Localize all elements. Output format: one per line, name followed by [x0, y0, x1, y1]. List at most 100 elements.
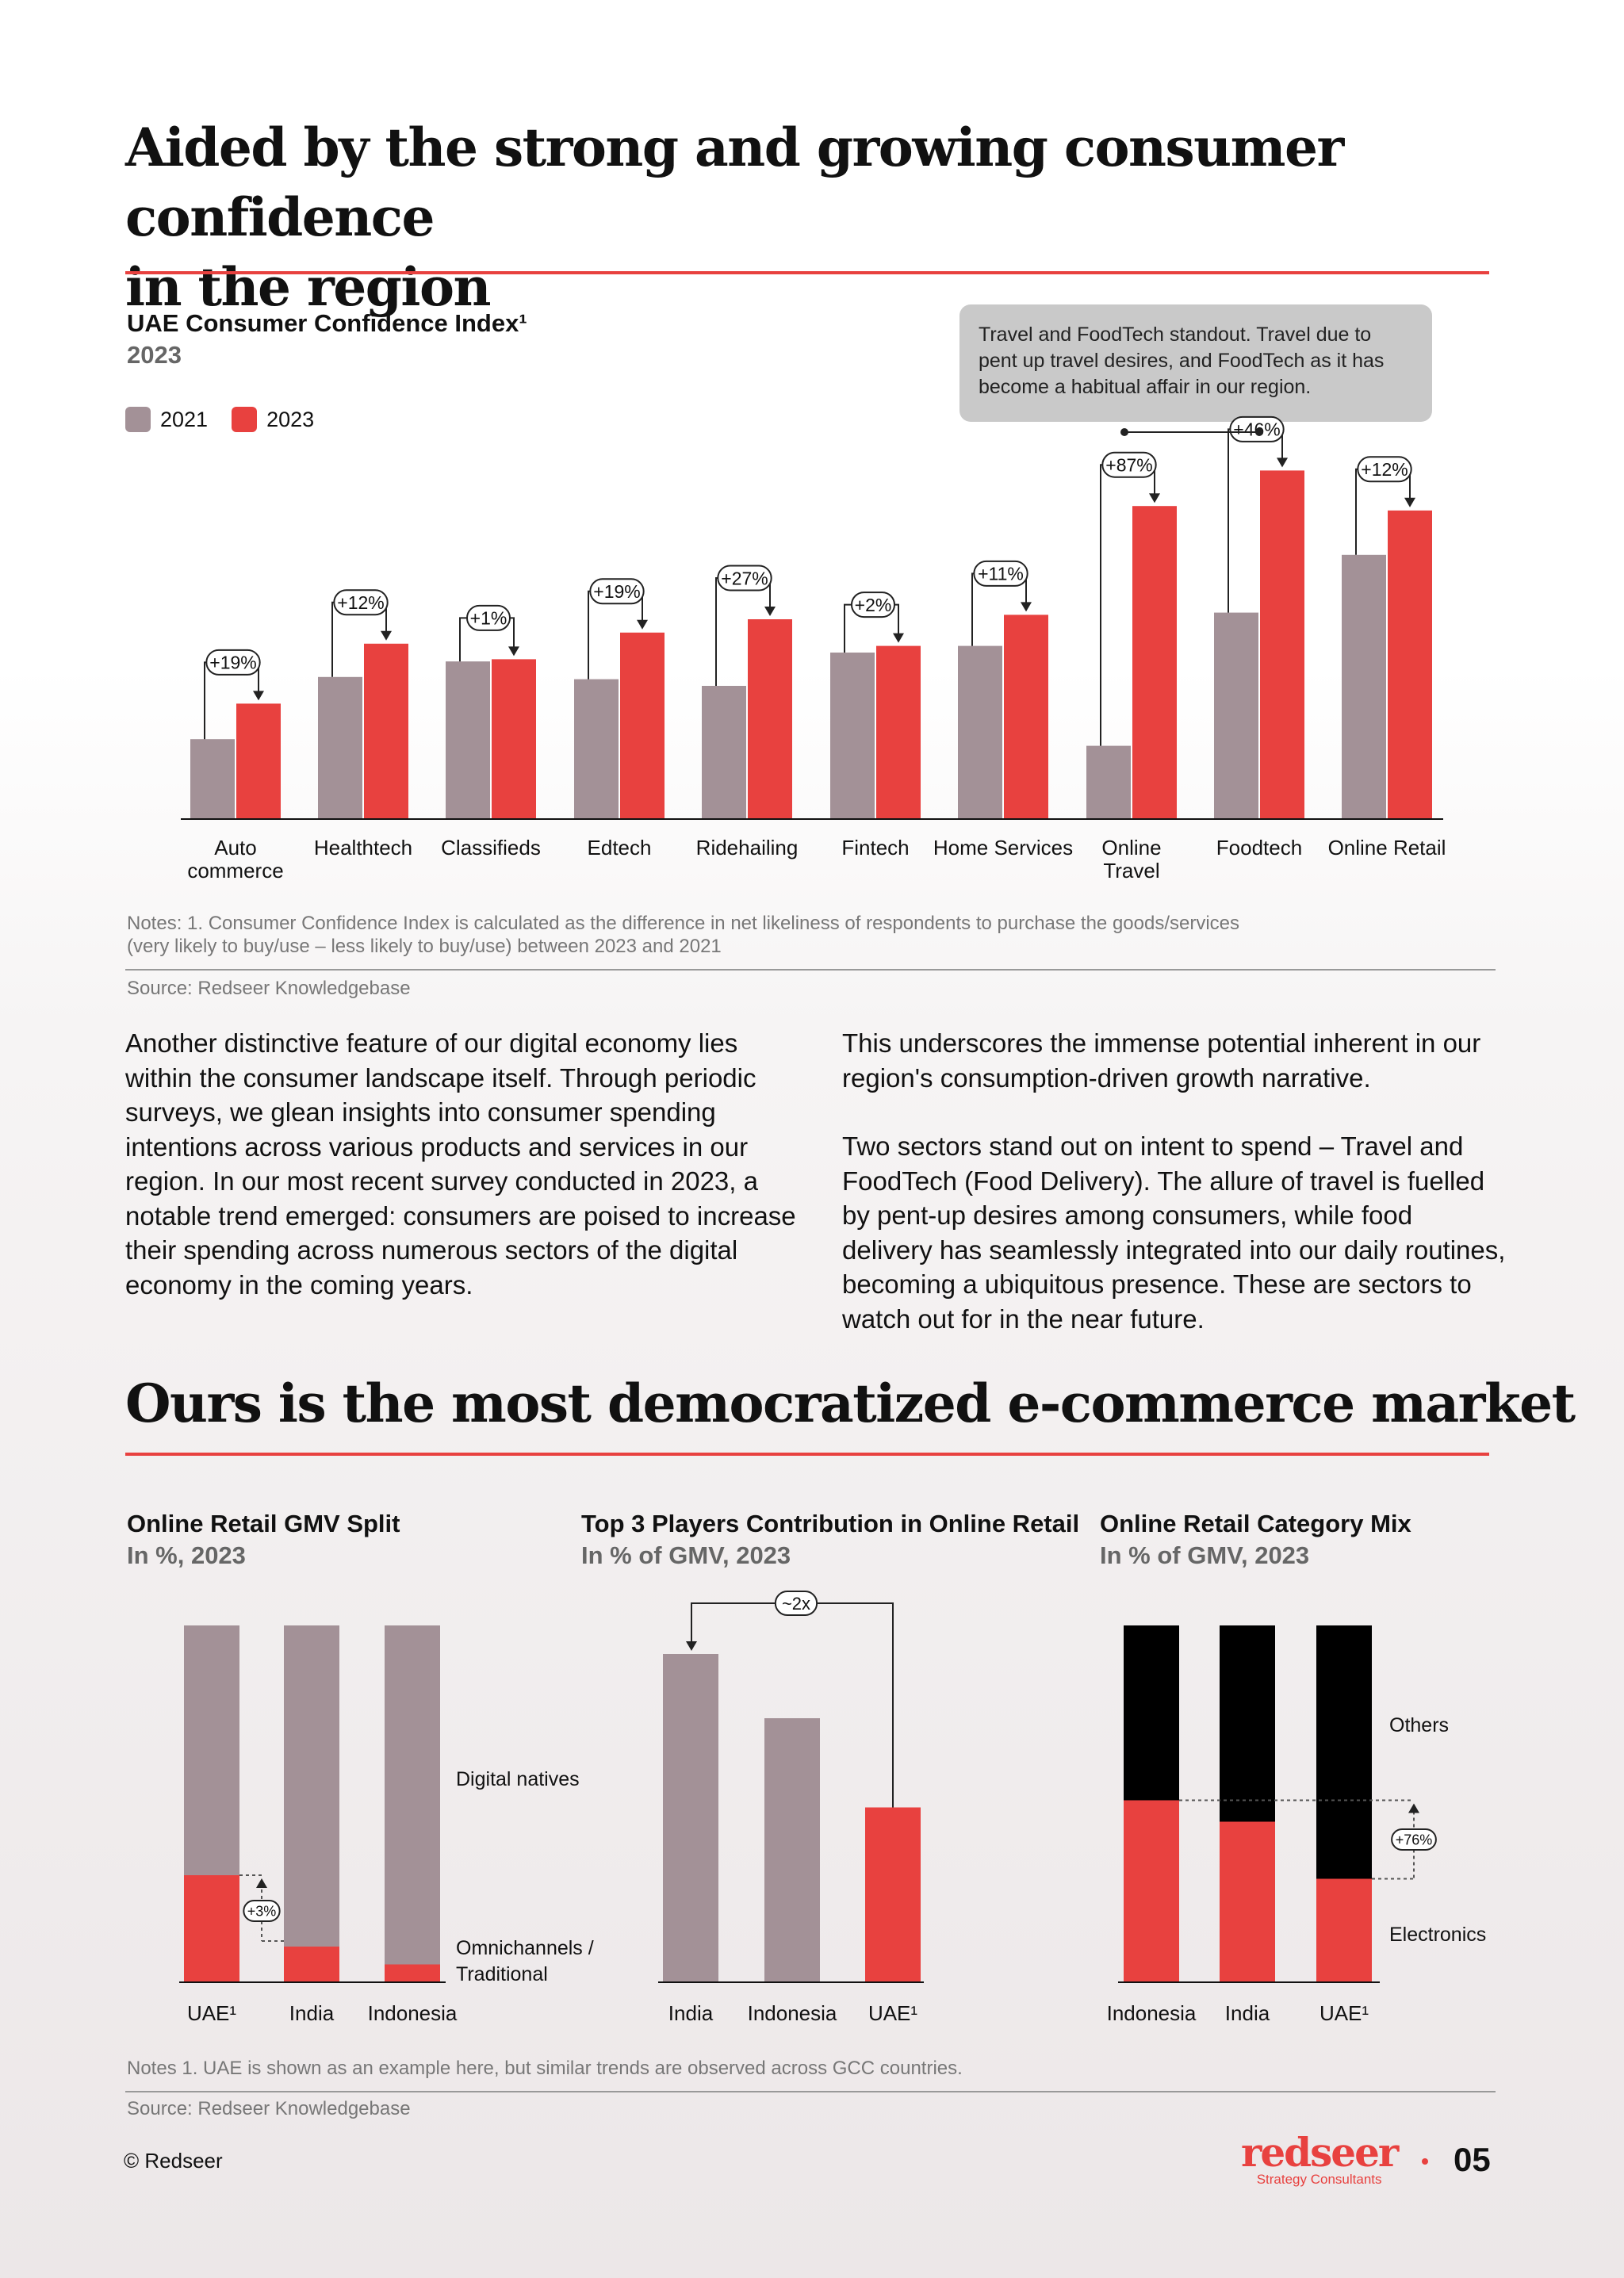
- mix-bar-others-2: [1316, 1625, 1372, 1879]
- bar-2023-7: [1132, 506, 1177, 819]
- gmv-annot-pill: [243, 1900, 281, 1922]
- bar-2023-6: [1004, 614, 1048, 819]
- chart1-notes-line2: (very likely to buy/use – less likely to…: [127, 936, 722, 957]
- chart1-title: UAE Consumer Confidence Index¹: [127, 309, 527, 337]
- chart1-notes-line1: Notes: 1. Consumer Confidence Index is c…: [127, 913, 1240, 934]
- growth-arrow-9: [1404, 497, 1415, 507]
- copyright: © Redseer: [124, 2149, 223, 2173]
- chart4-subtitle: In % of GMV, 2023: [1100, 1541, 1310, 1569]
- growth-badge-3-pill: [589, 578, 645, 605]
- gmv-bar-omni-1: [284, 1947, 339, 1982]
- top3-category-2: UAE¹: [868, 2001, 917, 2025]
- bar-2023-0: [236, 703, 281, 819]
- growth-arrow-5: [893, 633, 904, 643]
- growth-arrow-6: [1021, 602, 1032, 612]
- body-right-column: This underscores the immense potential i…: [842, 1026, 1508, 1336]
- page-number: 05: [1454, 2141, 1491, 2178]
- bar-2023-1: [364, 643, 408, 819]
- growth-arrow-0: [253, 691, 264, 701]
- legend-swatch-2023: [232, 407, 258, 432]
- section1-heading-rule: [125, 271, 1489, 274]
- mix-series-label-electronics: Electronics: [1389, 1924, 1486, 1946]
- gmv-category-0: UAE¹: [187, 2001, 236, 2025]
- top3-bar-0: [663, 1654, 718, 1982]
- growth-arrow-3: [637, 619, 648, 630]
- bar-2023-5: [876, 645, 921, 819]
- callout-box: Travel and FoodTech standout. Travel due…: [959, 304, 1432, 422]
- bar-2021-5: [830, 653, 875, 819]
- category-label-8-0: Foodtech: [1216, 836, 1302, 860]
- bar-2021-1: [318, 676, 362, 819]
- footer-separator-dot: [1422, 2158, 1428, 2165]
- body-left-column: Another distinctive feature of our digit…: [125, 1026, 807, 1302]
- mix-bar-electronics-2: [1316, 1878, 1372, 1982]
- category-label-2-0: Classifieds: [441, 836, 541, 860]
- section2-notes: Notes 1. UAE is shown as an example here…: [127, 2058, 963, 2079]
- chart4-title: Online Retail Category Mix: [1100, 1510, 1411, 1537]
- gmv-series-label-omni-1: Omnichannels /: [456, 1937, 594, 1959]
- bar-2023-3: [620, 632, 665, 819]
- gmv-category-2: Indonesia: [368, 2001, 458, 2025]
- category-label-9-0: Online Retail: [1328, 836, 1446, 860]
- mix-bar-electronics-1: [1220, 1821, 1275, 1982]
- gmv-bar-digital-0: [184, 1625, 239, 1875]
- logo-tagline: Strategy Consultants: [1256, 2172, 1382, 2187]
- growth-badge-6-label: +11%: [978, 564, 1024, 584]
- category-label-1-0: Healthtech: [314, 836, 412, 860]
- growth-arrow-8: [1277, 458, 1288, 468]
- logo-word: redseer: [1241, 2129, 1399, 2176]
- section1-notes-rule: [125, 969, 1496, 971]
- section1-source: Source: Redseer Knowledgebase: [127, 978, 411, 999]
- growth-badge-9-pill: [1357, 456, 1412, 483]
- growth-arrow-1: [381, 630, 392, 641]
- growth-badge-2-label: +1%: [470, 608, 508, 629]
- section1-heading-line1: Aided by the strong and growing consumer…: [125, 117, 1344, 248]
- gmv-category-1: India: [289, 2001, 335, 2025]
- mix-bar-others-1: [1220, 1625, 1275, 1822]
- gmv-series-label-digital: Digital natives: [456, 1768, 580, 1790]
- growth-arrow-4: [764, 607, 776, 616]
- bar-2021-4: [702, 686, 746, 819]
- growth-badge-4-label: +27%: [721, 568, 768, 588]
- growth-arrow-2: [508, 646, 519, 657]
- section2-heading: Ours is the most democratized e-commerce…: [125, 1373, 1576, 1434]
- chart2-title: Online Retail GMV Split: [127, 1510, 400, 1537]
- legend-label-2023: 2023: [266, 407, 315, 431]
- chart1-subtitle: 2023: [127, 341, 182, 369]
- gmv-bar-digital-2: [385, 1625, 440, 1965]
- mix-bar-others-0: [1124, 1625, 1179, 1801]
- bar-2021-6: [958, 645, 1002, 819]
- body-right-paragraph-2: Two sectors stand out on intent to spend…: [842, 1131, 1506, 1334]
- growth-badge-2-pill: [465, 604, 511, 631]
- chart2-subtitle: In %, 2023: [127, 1541, 246, 1569]
- gmv-series-label-omni-2: Traditional: [456, 1963, 548, 1985]
- top3-category-1: Indonesia: [748, 2001, 837, 2025]
- growth-badge-1-label: +12%: [337, 592, 384, 613]
- chart3-subtitle: In % of GMV, 2023: [581, 1541, 791, 1569]
- legend-swatch-2021: [125, 407, 151, 432]
- gmv-bar-digital-1: [284, 1625, 339, 1947]
- top3-annot-label: ~2x: [782, 1594, 810, 1614]
- category-label-4-0: Ridehailing: [696, 836, 799, 860]
- mix-category-2: UAE¹: [1320, 2001, 1369, 2025]
- mix-category-1: India: [1225, 2001, 1270, 2025]
- chart1-notes: Notes: 1. Consumer Confidence Index is c…: [127, 912, 1239, 958]
- category-label-5-0: Fintech: [841, 836, 909, 860]
- bar-2023-2: [492, 659, 536, 819]
- growth-badge-1-pill: [333, 589, 389, 616]
- top3-category-0: India: [668, 2001, 714, 2025]
- redseer-logo: redseer Strategy Consultants: [1241, 2129, 1399, 2187]
- top3-bar-1: [764, 1718, 820, 1982]
- gmv-bar-omni-2: [385, 1964, 440, 1982]
- bar-2023-4: [748, 619, 792, 819]
- legend-label-2021: 2021: [160, 407, 209, 431]
- mix-annot-label: +76%: [1396, 1832, 1433, 1847]
- callout-connector-dot-left: [1120, 428, 1128, 436]
- growth-badge-9-label: +12%: [1361, 459, 1408, 480]
- growth-badge-7-label: +87%: [1105, 454, 1152, 475]
- mix-series-label-others: Others: [1389, 1714, 1449, 1736]
- category-label-3-0: Edtech: [588, 836, 652, 860]
- top3-bracket: [691, 1602, 894, 1808]
- bar-2021-2: [446, 661, 490, 819]
- section1-heading-line2: in the region: [125, 256, 491, 318]
